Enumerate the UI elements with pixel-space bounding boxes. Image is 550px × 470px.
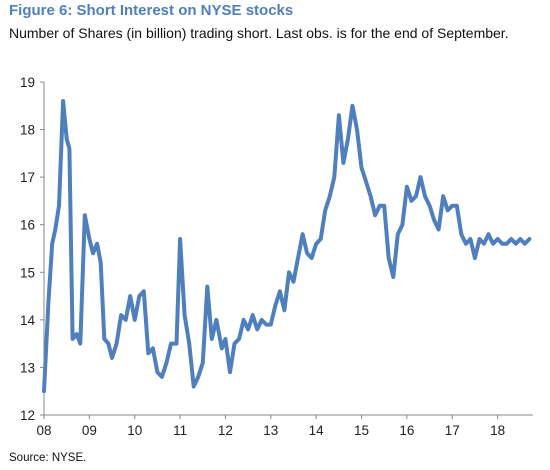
y-axis: 12 13 14 15 16 17 18 19 — [20, 75, 45, 423]
y-tick-label: 17 — [20, 170, 35, 185]
x-axis: 08 09 10 11 12 13 14 15 16 17 18 — [36, 414, 533, 438]
x-tick-label: 09 — [82, 423, 97, 438]
x-tick-label: 15 — [354, 423, 369, 438]
y-tick-label: 13 — [20, 360, 35, 375]
x-tick-label: 14 — [309, 423, 325, 438]
source-note: Source: NYSE. — [9, 452, 87, 464]
y-tick-label: 19 — [20, 75, 35, 90]
x-tick-label: 12 — [218, 423, 233, 438]
y-tick-label: 18 — [20, 123, 35, 138]
y-tick-label: 16 — [20, 218, 35, 233]
short-interest-series-line — [42, 99, 532, 394]
x-tick-label: 16 — [399, 423, 414, 438]
series-layer — [42, 99, 532, 394]
x-tick-label: 17 — [445, 423, 460, 438]
x-tick-label: 18 — [490, 423, 505, 438]
x-tick-label: 10 — [127, 423, 142, 438]
y-tick-label: 15 — [20, 265, 35, 280]
y-tick-label: 14 — [20, 313, 36, 328]
figure-subtitle: Number of Shares (in billion) trading sh… — [9, 25, 509, 41]
figure-title: Figure 6: Short Interest on NYSE stocks — [9, 2, 294, 19]
y-tick-label: 12 — [20, 408, 35, 423]
x-tick-label: 08 — [36, 423, 51, 438]
x-tick-label: 13 — [263, 423, 278, 438]
x-tick-label: 11 — [173, 423, 187, 438]
